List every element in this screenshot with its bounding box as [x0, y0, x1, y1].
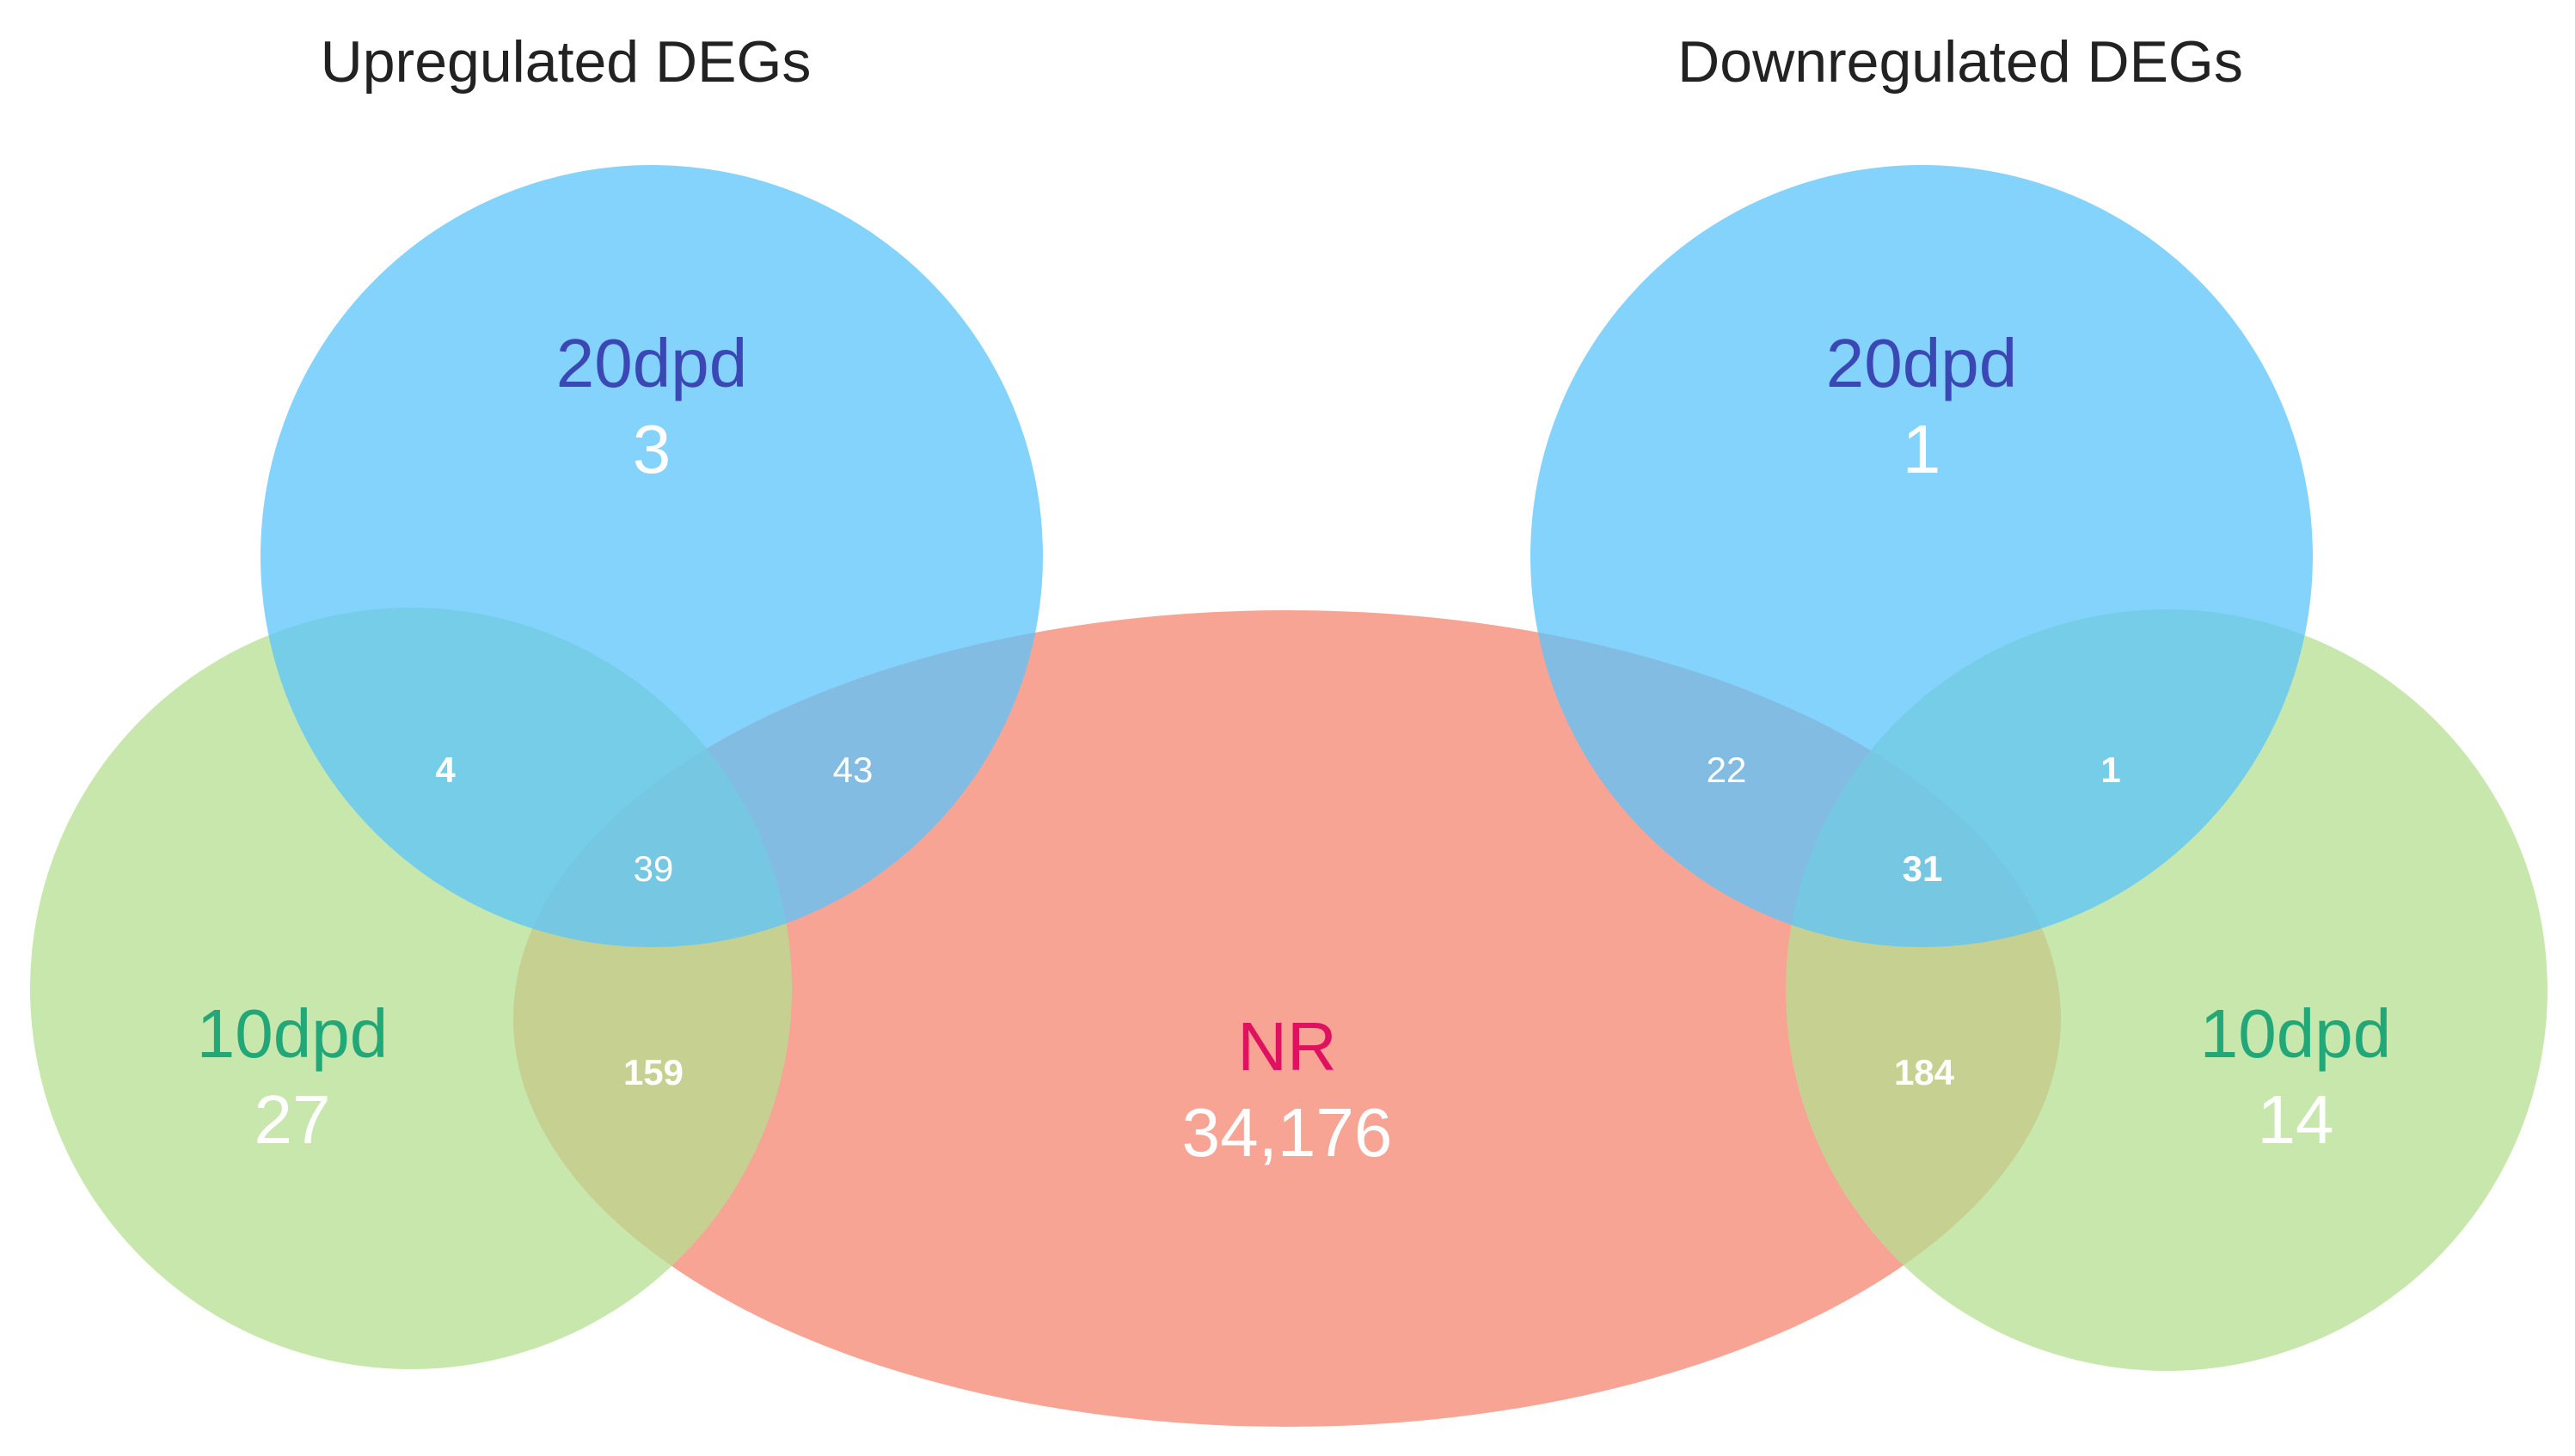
left-20dpd-set-circle [261, 165, 1043, 947]
right-10dpd-only-count: 14 [2258, 1081, 2334, 1158]
left-overlap-all-count: 39 [634, 848, 674, 889]
left-overlap-20dpd-nr-count: 43 [833, 749, 874, 790]
right-20dpd-set-circle [1530, 165, 2313, 947]
left-overlap-20dpd-10dpd-count: 4 [435, 749, 456, 790]
left-10dpd-set-name: 10dpd [197, 995, 388, 1072]
right-overlap-20dpd-nr-count: 22 [1707, 749, 1747, 790]
nr-set-name: NR [1237, 1008, 1337, 1085]
left-overlap-10dpd-nr-count: 159 [623, 1052, 684, 1092]
left-20dpd-set-name: 20dpd [556, 325, 747, 401]
left-10dpd-only-count: 27 [254, 1081, 331, 1158]
right-overlap-all-count: 31 [1903, 848, 1943, 889]
left-diagram-title: Upregulated DEGs [321, 29, 812, 95]
right-20dpd-only-count: 1 [1903, 411, 1941, 487]
right-overlap-20dpd-10dpd-count: 1 [2100, 749, 2120, 790]
right-overlap-10dpd-nr-count: 184 [1894, 1052, 1955, 1092]
right-20dpd-set-name: 20dpd [1826, 325, 2017, 401]
right-diagram-title: Downregulated DEGs [1677, 29, 2243, 95]
nr-only-count: 34,176 [1182, 1094, 1393, 1171]
right-10dpd-set-name: 10dpd [2200, 995, 2391, 1072]
left-20dpd-only-count: 3 [633, 411, 671, 487]
venn-shapes [30, 165, 2547, 1427]
